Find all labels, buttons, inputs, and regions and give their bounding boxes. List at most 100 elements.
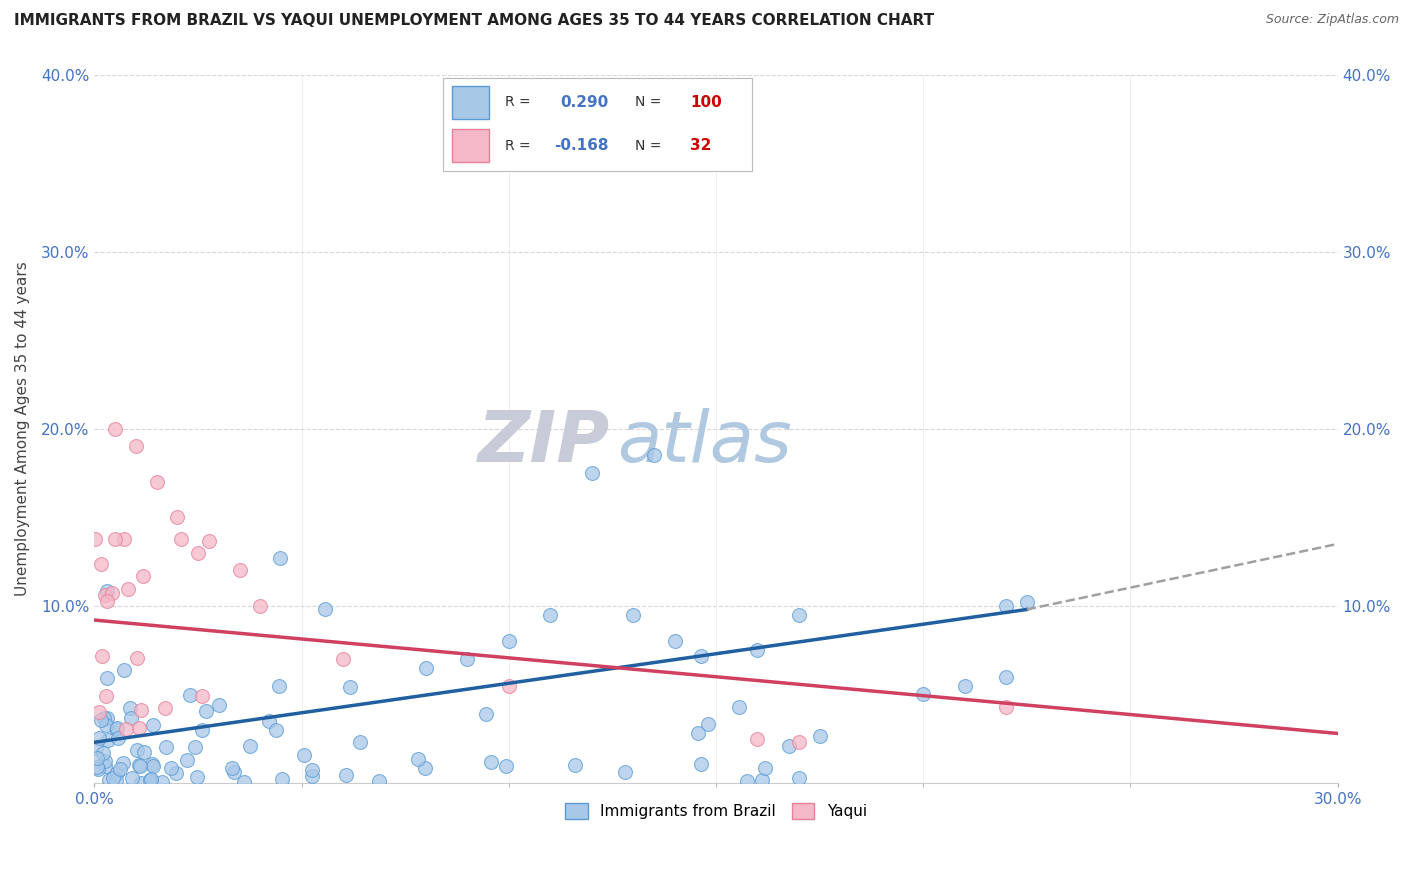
Point: [269, 680, 291, 694]
FancyBboxPatch shape: [453, 129, 489, 162]
Point: [498, 679, 520, 693]
Point: [96, 594, 118, 608]
Point: [413, 761, 436, 775]
Point: [179, 688, 201, 702]
Point: [787, 771, 810, 785]
Point: [614, 765, 637, 780]
Point: [239, 739, 262, 753]
Point: [581, 466, 603, 480]
Point: [104, 772, 127, 787]
Point: [117, 582, 139, 596]
Point: [86, 759, 108, 773]
Point: [208, 698, 231, 712]
Point: [367, 773, 389, 788]
Point: [686, 726, 709, 740]
Point: [186, 771, 208, 785]
Point: [747, 731, 769, 746]
Point: [747, 643, 769, 657]
Point: [132, 745, 155, 759]
Point: [111, 756, 134, 771]
Point: [191, 723, 214, 737]
Point: [198, 534, 221, 549]
Text: -0.168: -0.168: [554, 138, 609, 153]
Point: [112, 532, 135, 546]
Point: [194, 704, 217, 718]
Point: [84, 741, 107, 756]
Point: [128, 721, 150, 735]
Text: 100: 100: [690, 95, 723, 110]
Text: R =: R =: [505, 138, 534, 153]
Point: [121, 771, 143, 785]
Point: [90, 713, 112, 727]
Point: [176, 753, 198, 767]
Point: [153, 701, 176, 715]
Point: [132, 568, 155, 582]
Text: N =: N =: [634, 95, 665, 110]
Point: [735, 774, 758, 789]
Point: [98, 772, 121, 787]
Point: [498, 634, 520, 648]
Point: [94, 588, 117, 602]
Point: [953, 679, 976, 693]
Point: [104, 722, 127, 736]
Text: atlas: atlas: [617, 409, 792, 477]
Point: [129, 776, 152, 790]
Point: [84, 532, 107, 546]
Text: N =: N =: [634, 138, 665, 153]
Text: Source: ZipAtlas.com: Source: ZipAtlas.com: [1265, 13, 1399, 27]
Point: [264, 723, 287, 737]
Point: [94, 718, 117, 732]
Point: [995, 599, 1018, 613]
Point: [912, 688, 935, 702]
Point: [93, 711, 115, 725]
Point: [118, 701, 141, 715]
Text: IMMIGRANTS FROM BRAZIL VS YAQUI UNEMPLOYMENT AMONG AGES 35 TO 44 YEARS CORRELATI: IMMIGRANTS FROM BRAZIL VS YAQUI UNEMPLOY…: [14, 13, 934, 29]
Point: [94, 754, 117, 768]
Point: [495, 758, 517, 772]
Point: [415, 661, 437, 675]
Point: [91, 746, 114, 760]
Point: [139, 772, 162, 787]
Point: [221, 761, 243, 775]
Point: [104, 533, 127, 547]
Point: [96, 710, 118, 724]
Point: [190, 689, 212, 703]
Point: [142, 758, 165, 772]
Point: [456, 652, 478, 666]
Point: [105, 766, 128, 780]
Point: [778, 739, 800, 754]
Point: [94, 689, 117, 703]
Point: [187, 546, 209, 560]
Point: [728, 699, 751, 714]
Point: [139, 773, 162, 788]
Point: [787, 735, 810, 749]
Point: [114, 722, 136, 736]
Point: [689, 649, 711, 664]
Point: [339, 680, 361, 694]
Point: [105, 721, 128, 735]
Point: [1015, 595, 1038, 609]
Point: [332, 652, 354, 666]
Point: [232, 775, 254, 789]
Point: [97, 732, 120, 747]
Point: [160, 761, 183, 775]
Point: [110, 762, 132, 776]
Legend: Immigrants from Brazil, Yaqui: Immigrants from Brazil, Yaqui: [560, 797, 873, 825]
Point: [120, 711, 142, 725]
Point: [995, 670, 1018, 684]
FancyBboxPatch shape: [453, 86, 489, 119]
Point: [150, 774, 173, 789]
Point: [292, 747, 315, 762]
Point: [155, 739, 177, 754]
Point: [301, 769, 323, 783]
Point: [270, 772, 292, 786]
Point: [269, 550, 291, 565]
Point: [335, 768, 357, 782]
Point: [87, 731, 110, 745]
Point: [104, 422, 127, 436]
Y-axis label: Unemployment Among Ages 35 to 44 years: Unemployment Among Ages 35 to 44 years: [15, 261, 30, 596]
Point: [301, 764, 323, 778]
Point: [643, 448, 665, 462]
Point: [184, 740, 207, 755]
Point: [808, 729, 831, 743]
